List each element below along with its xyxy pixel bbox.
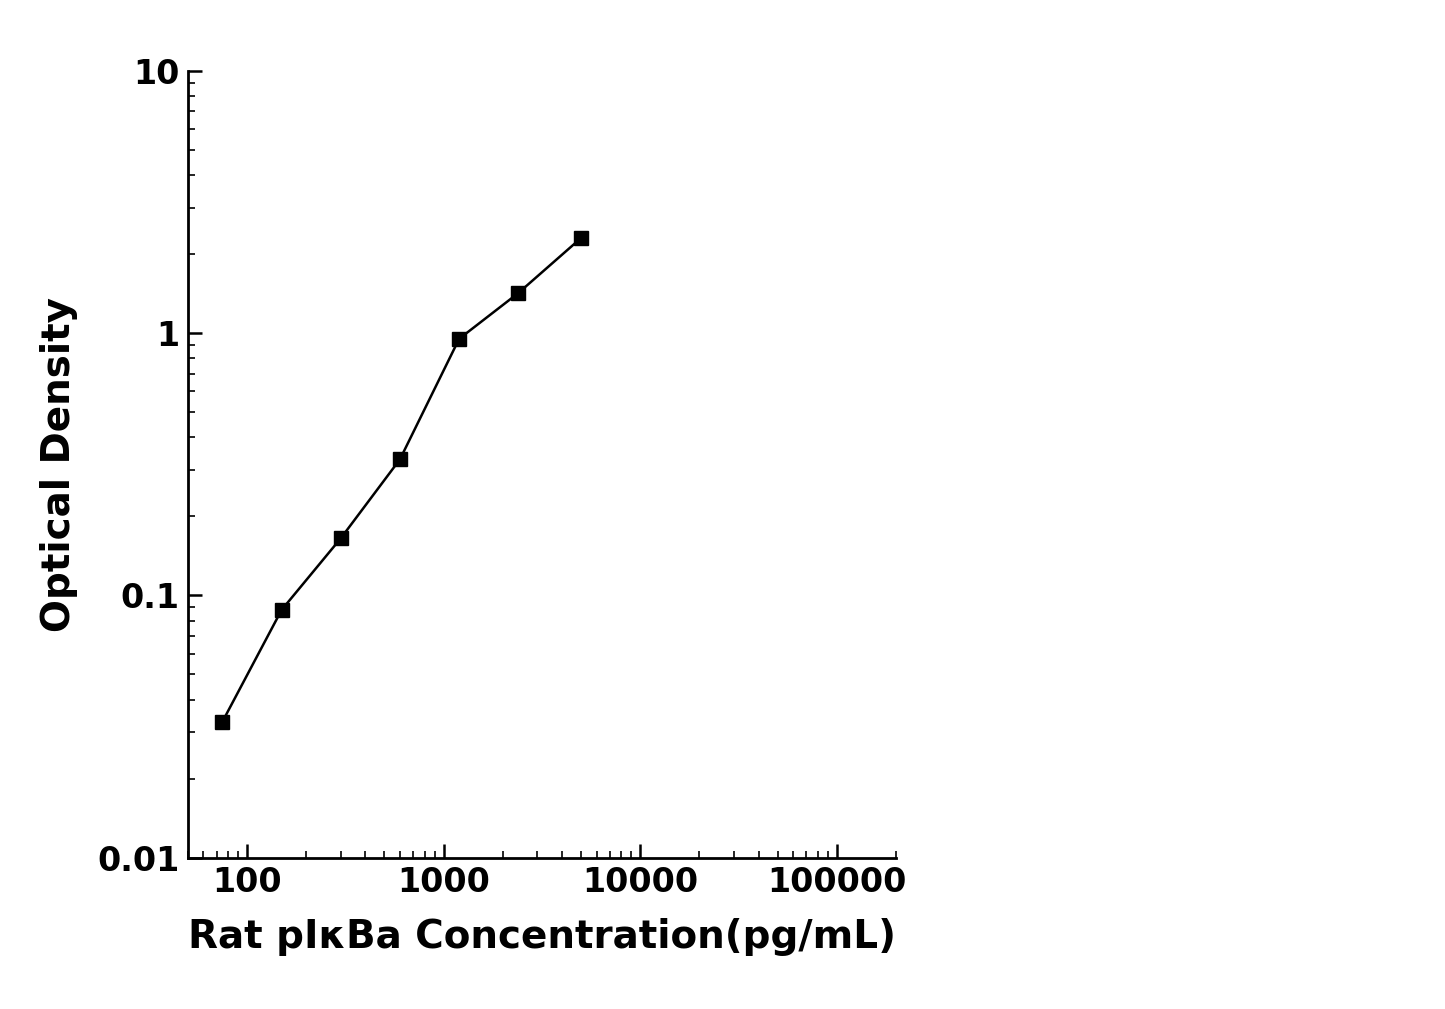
Y-axis label: Optical Density: Optical Density [40,297,78,632]
X-axis label: Rat pIκBa Concentration(pg/mL): Rat pIκBa Concentration(pg/mL) [188,918,896,957]
